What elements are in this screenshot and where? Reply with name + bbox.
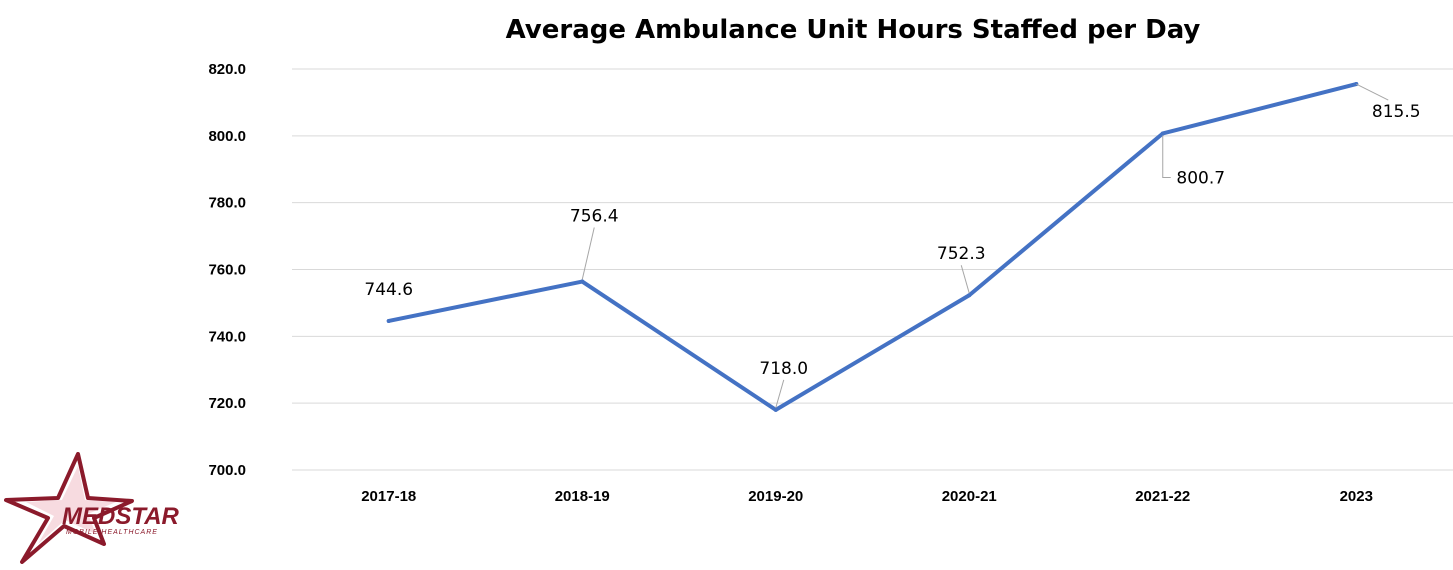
y-tick-label: 720.0 [208, 395, 246, 412]
x-tick-label: 2021-22 [1135, 488, 1190, 505]
data-point [773, 407, 778, 412]
series-line [386, 82, 1359, 412]
leader-line [775, 379, 785, 408]
data-point [580, 279, 585, 284]
medstar-logo: MEDSTAR MOBILE HEALTHCARE [4, 452, 180, 564]
y-tick-label: 800.0 [208, 128, 246, 145]
data-label: 756.4 [570, 207, 619, 227]
leader-line [1356, 83, 1389, 101]
y-tick-label: 820.0 [208, 61, 246, 78]
x-tick-label: 2023 [1340, 488, 1373, 505]
y-tick-label: 740.0 [208, 328, 246, 345]
data-labels: 744.6 756.4 718.0 752.3 800.7 815.5 [364, 83, 1421, 408]
data-label: 718.0 [759, 359, 808, 379]
x-tick-label: 2018-19 [555, 488, 610, 505]
gridlines [292, 68, 1453, 471]
x-tick-label: 2017-18 [361, 488, 416, 505]
data-label: 815.5 [1372, 102, 1421, 122]
leader-line [960, 265, 970, 294]
y-tick-label: 760.0 [208, 262, 246, 279]
x-tick-label: 2019-20 [748, 488, 803, 505]
data-point [1160, 131, 1165, 136]
y-tick-label: 780.0 [208, 195, 246, 212]
logo-star-shape [4, 452, 134, 564]
logo-wordmark: MEDSTAR [62, 503, 180, 530]
data-label: 800.7 [1176, 168, 1225, 188]
logo-tagline: MOBILE HEALTHCARE [66, 529, 158, 536]
logo-star-inner [26, 466, 116, 544]
y-tick-label: 700.0 [208, 462, 246, 479]
data-label: 752.3 [937, 244, 986, 264]
x-tick-label: 2020-21 [942, 488, 997, 505]
leader-line [1162, 135, 1171, 178]
data-point [386, 318, 391, 323]
data-point [967, 293, 972, 298]
y-axis-ticks: 700.0 720.0 740.0 760.0 780.0 800.0 820.0 [208, 61, 246, 479]
chart-title: Average Ambulance Unit Hours Staffed per… [506, 15, 1201, 45]
leader-line [581, 227, 595, 280]
x-axis-ticks: 2017-18 2018-19 2019-20 2020-21 2021-22 2023 [361, 488, 1373, 505]
series [386, 82, 1359, 412]
data-label: 744.6 [364, 280, 413, 300]
